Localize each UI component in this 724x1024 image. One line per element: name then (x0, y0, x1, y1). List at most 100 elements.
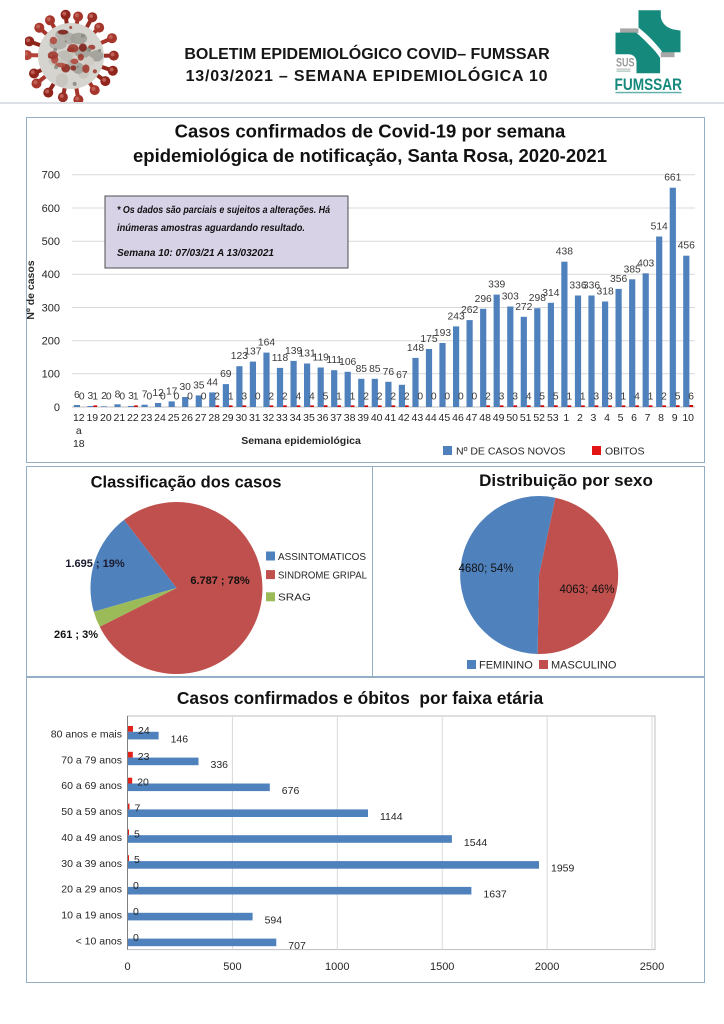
svg-text:1: 1 (563, 412, 569, 424)
svg-text:SRAG: SRAG (278, 592, 311, 604)
svg-text:21: 21 (114, 412, 126, 424)
svg-text:45: 45 (439, 412, 451, 424)
svg-text:2: 2 (268, 392, 274, 403)
svg-text:23: 23 (138, 751, 150, 763)
svg-text:1544: 1544 (464, 837, 488, 849)
svg-text:60 a 69 anos: 60 a 69 anos (61, 780, 122, 792)
svg-text:8: 8 (115, 389, 121, 400)
svg-text:0: 0 (201, 392, 207, 403)
svg-text:0: 0 (133, 906, 139, 918)
svg-text:5: 5 (618, 412, 624, 424)
svg-text:40 a 49 anos: 40 a 49 anos (61, 832, 122, 844)
svg-text:FUMSSAR: FUMSSAR (615, 76, 683, 94)
svg-text:35: 35 (303, 412, 315, 424)
svg-text:1000: 1000 (325, 961, 349, 973)
svg-text:49: 49 (493, 412, 505, 424)
svg-text:0: 0 (472, 392, 478, 403)
svg-text:106: 106 (339, 357, 356, 368)
svg-text:300: 300 (42, 302, 60, 314)
svg-text:34: 34 (290, 412, 302, 424)
svg-text:336: 336 (583, 281, 600, 292)
svg-text:Classificação dos casos: Classificação dos casos (91, 474, 282, 492)
svg-text:32: 32 (263, 412, 275, 424)
svg-text:80 anos e mais: 80 anos e mais (51, 729, 122, 741)
svg-text:6: 6 (688, 392, 694, 403)
svg-text:385: 385 (624, 264, 641, 275)
svg-text:44: 44 (207, 377, 219, 388)
svg-text:4: 4 (634, 392, 640, 403)
svg-text:2: 2 (282, 392, 288, 403)
svg-text:25: 25 (168, 412, 180, 424)
svg-text:131: 131 (299, 349, 316, 360)
svg-text:1.695 ; 19%: 1.695 ; 19% (65, 558, 125, 570)
svg-text:53: 53 (547, 412, 559, 424)
svg-text:175: 175 (420, 334, 437, 345)
svg-text:85: 85 (356, 364, 368, 375)
svg-text:4: 4 (604, 412, 610, 424)
svg-text:29: 29 (222, 412, 234, 424)
svg-text:30: 30 (179, 382, 191, 393)
svg-text:52: 52 (533, 412, 545, 424)
svg-text:* Os dados são parciais e suje: * Os dados são parciais e sujeitos a alt… (117, 205, 330, 216)
svg-text:85: 85 (369, 364, 381, 375)
svg-text:50: 50 (506, 412, 518, 424)
svg-text:23: 23 (141, 412, 153, 424)
svg-text:20 a 29 anos: 20 a 29 anos (61, 884, 122, 896)
svg-text:44: 44 (425, 412, 437, 424)
svg-text:42: 42 (398, 412, 410, 424)
svg-text:20: 20 (100, 412, 112, 424)
svg-text:100: 100 (42, 369, 60, 381)
svg-text:3: 3 (499, 392, 505, 403)
svg-text:41: 41 (384, 412, 396, 424)
svg-text:43: 43 (412, 412, 424, 424)
svg-text:0: 0 (106, 392, 112, 403)
svg-text:0: 0 (124, 961, 130, 973)
svg-text:2: 2 (577, 412, 583, 424)
svg-text:0: 0 (147, 392, 153, 403)
svg-text:1: 1 (336, 392, 342, 403)
svg-text:20: 20 (137, 777, 149, 789)
svg-text:33: 33 (276, 412, 288, 424)
svg-text:5: 5 (323, 392, 329, 403)
svg-text:Semana 10: 07/03/21 A 13/03202: Semana 10: 07/03/21 A 13/032021 (117, 248, 274, 259)
svg-text:5: 5 (675, 392, 681, 403)
svg-text:OBITOS: OBITOS (605, 446, 644, 458)
svg-text:1: 1 (92, 392, 98, 403)
svg-text:0: 0 (119, 392, 125, 403)
svg-text:5: 5 (134, 828, 140, 840)
svg-text:22: 22 (127, 412, 139, 424)
svg-text:40: 40 (371, 412, 383, 424)
svg-text:2: 2 (363, 392, 369, 403)
svg-text:243: 243 (448, 311, 465, 322)
svg-text:272: 272 (515, 302, 532, 313)
svg-text:676: 676 (282, 785, 300, 797)
svg-text:2: 2 (661, 392, 667, 403)
svg-text:3: 3 (512, 392, 518, 403)
svg-text:26: 26 (181, 412, 193, 424)
svg-text:148: 148 (407, 343, 424, 354)
svg-text:336: 336 (211, 759, 229, 771)
svg-text:1144: 1144 (380, 811, 403, 823)
svg-text:139: 139 (285, 346, 302, 357)
svg-text:400: 400 (42, 269, 60, 281)
svg-text:35: 35 (193, 380, 205, 391)
svg-text:47: 47 (466, 412, 478, 424)
svg-text:200: 200 (42, 336, 60, 348)
svg-text:8: 8 (658, 412, 664, 424)
svg-text:6: 6 (631, 412, 637, 424)
svg-text:38: 38 (344, 412, 356, 424)
svg-text:314: 314 (542, 288, 559, 299)
svg-text:3: 3 (607, 392, 613, 403)
svg-text:261 ; 3%: 261 ; 3% (54, 629, 98, 641)
svg-text:164: 164 (258, 338, 275, 349)
svg-text:ASSINTOMATICOS: ASSINTOMATICOS (278, 551, 366, 563)
svg-text:46: 46 (452, 412, 464, 424)
svg-text:9: 9 (672, 412, 678, 424)
svg-text:1: 1 (133, 392, 139, 403)
svg-text:48: 48 (479, 412, 491, 424)
svg-text:SUS: SUS (616, 58, 635, 70)
svg-text:3: 3 (241, 392, 247, 403)
svg-text:FEMININO: FEMININO (479, 660, 533, 672)
svg-text:336: 336 (569, 281, 586, 292)
svg-text:137: 137 (244, 347, 261, 358)
